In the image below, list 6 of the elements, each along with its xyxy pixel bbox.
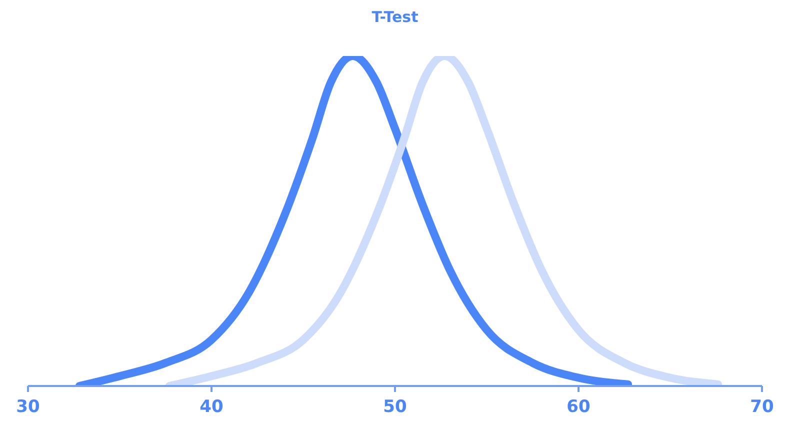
x-tick-label: 60 xyxy=(566,397,590,418)
x-tick-label: 30 xyxy=(16,397,40,418)
chart-title: T-Test xyxy=(370,8,420,26)
x-tick-label: 70 xyxy=(750,397,774,418)
x-tick-label: 50 xyxy=(383,397,407,418)
x-tick-label: 40 xyxy=(200,397,224,418)
